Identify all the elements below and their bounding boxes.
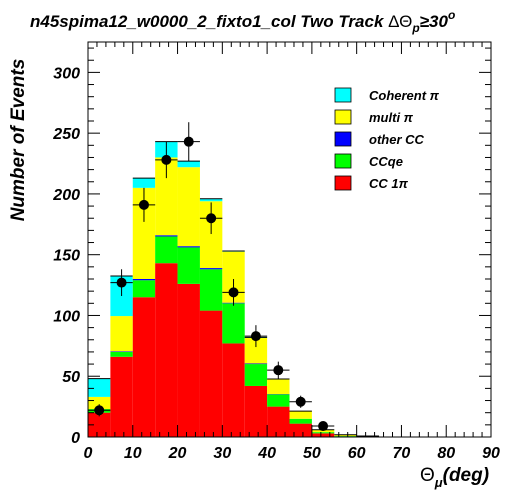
bar-coherent--bin-0: [88, 378, 111, 397]
legend-label-3: CCqe: [369, 154, 403, 169]
bar-multi--bin-2: [132, 187, 156, 279]
data-point-0: [94, 405, 105, 416]
title-sup: o: [448, 8, 455, 22]
x-tick-label-10: 10: [124, 445, 142, 462]
bar-ccqe-bin-10: [311, 432, 335, 434]
bar-ccqe-bin-8: [267, 394, 290, 407]
data-point-2: [138, 199, 149, 210]
data-points: [88, 122, 335, 432]
data-point-7: [250, 331, 261, 342]
bar-other-cc-bin-5: [199, 268, 223, 270]
bar-coherent--bin-5: [199, 198, 223, 202]
x-axis-title: Θμ(deg): [420, 465, 489, 490]
bar-cc-1--bin-0: [88, 412, 111, 437]
bar-other-cc-bin-7: [244, 363, 268, 365]
bar-cc-1--bin-1: [110, 356, 133, 437]
legend-swatch-4: [334, 175, 352, 191]
bar-multi--bin-11: [334, 434, 357, 437]
bar-cc-1--bin-7: [244, 385, 268, 437]
legend-swatch-0: [334, 87, 352, 103]
x-tick-label-40: 40: [257, 445, 276, 462]
data-point-3: [161, 154, 172, 165]
title-rel: ≥30: [420, 12, 449, 31]
bar-multi--bin-9: [289, 411, 312, 419]
bar-other-cc-bin-1: [110, 351, 133, 352]
bar-ccqe-bin-3: [155, 236, 178, 264]
x-tick-label-30: 30: [213, 445, 231, 462]
x-tick-label-80: 80: [437, 445, 455, 462]
data-point-8: [273, 365, 284, 376]
y-tick-label-300: 300: [53, 65, 80, 82]
bar-ccqe-bin-4: [177, 247, 200, 284]
x-tick-label-60: 60: [348, 445, 366, 462]
y-tick-label-50: 50: [62, 369, 80, 386]
bar-multi--bin-1: [110, 316, 133, 352]
bar-ccqe-bin-7: [244, 364, 268, 386]
x-axis-title-rest: (deg): [443, 465, 489, 486]
x-tick-label-70: 70: [393, 445, 411, 462]
legend-label-4: CC 1π: [369, 176, 409, 191]
bar-ccqe-bin-9: [289, 418, 312, 424]
bar-other-cc-bin-2: [132, 279, 156, 281]
y-tick-label-150: 150: [53, 248, 80, 265]
data-point-4: [183, 136, 194, 147]
bar-ccqe-bin-6: [222, 303, 245, 344]
bar-multi--bin-3: [155, 157, 178, 236]
bar-ccqe-bin-1: [110, 351, 133, 357]
bar-other-cc-bin-3: [155, 235, 178, 237]
data-point-10: [318, 421, 329, 432]
bar-cc-1--bin-8: [267, 406, 290, 437]
title-sub: p: [411, 21, 419, 35]
data-point-6: [228, 287, 239, 298]
y-tick-label-200: 200: [52, 187, 80, 204]
bar-other-cc-bin-4: [177, 246, 200, 248]
title-delta: ΔΘ: [388, 12, 412, 31]
bar-cc-1--bin-10: [311, 433, 335, 437]
data-point-5: [206, 213, 217, 224]
y-tick-label-100: 100: [53, 308, 80, 325]
bar-multi--bin-7: [244, 337, 268, 364]
bar-ccqe-bin-2: [132, 280, 156, 298]
x-tick-label-0: 0: [84, 445, 93, 462]
bar-ccqe-bin-5: [199, 269, 223, 311]
bar-multi--bin-6: [222, 251, 245, 303]
bar-cc-1--bin-2: [132, 297, 156, 437]
x-tick-label-90: 90: [482, 445, 500, 462]
data-point-9: [295, 396, 306, 407]
bar-coherent--bin-4: [177, 161, 200, 168]
data-point-1: [116, 277, 127, 288]
x-axis-title-sym: Θ: [420, 465, 435, 486]
legend-label-2: other CC: [369, 132, 425, 147]
y-tick-label-0: 0: [71, 430, 80, 447]
legend-swatch-1: [334, 109, 352, 125]
bar-cc-1--bin-9: [289, 423, 312, 437]
bar-multi--bin-8: [267, 379, 290, 395]
legend-swatch-3: [334, 153, 352, 169]
chart-title: n45spima12_w0000_2_fixto1_col Two Track …: [30, 8, 455, 35]
bar-multi--bin-4: [177, 167, 200, 247]
x-axis-title-sub: μ: [434, 475, 443, 490]
legend-swatch-2: [334, 131, 352, 147]
legend-label-0: Coherent π: [369, 88, 440, 103]
plot-frame: [87, 41, 492, 438]
bar-coherent--bin-2: [132, 178, 156, 188]
bar-multi--bin-0: [88, 396, 111, 410]
y-tick-label-250: 250: [52, 126, 80, 143]
axes: 0 10 20 30 40 50 60 70 80 90 0 50 100 150 200 250 300: [52, 41, 500, 462]
legend: Coherent π multi π other CC CCqe CC 1π: [334, 87, 440, 191]
title-main: n45spima12_w0000_2_fixto1_col Two Track: [30, 12, 388, 31]
bar-cc-1--bin-6: [222, 343, 245, 437]
bar-cc-1--bin-5: [199, 310, 223, 437]
x-tick-label-20: 20: [168, 445, 187, 462]
x-tick-label-50: 50: [303, 445, 321, 462]
bar-cc-1--bin-4: [177, 283, 200, 437]
bar-cc-1--bin-3: [155, 263, 178, 437]
y-axis-title: Number of Events: [8, 59, 29, 222]
legend-label-1: multi π: [369, 110, 414, 125]
